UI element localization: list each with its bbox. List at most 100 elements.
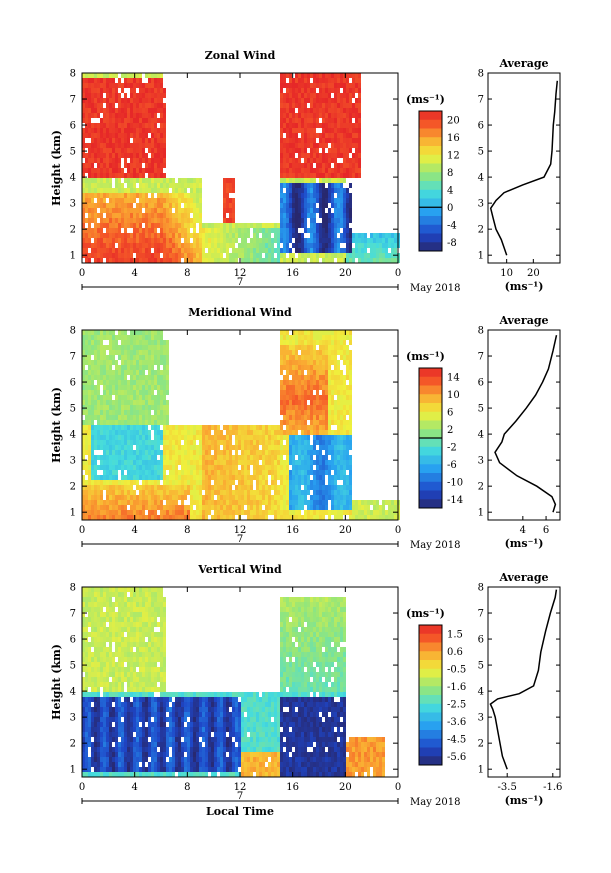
heatmap-cell <box>298 238 301 243</box>
heatmap-cell <box>265 475 268 480</box>
heatmap-cell <box>91 93 94 98</box>
heatmap-cell <box>301 470 304 475</box>
heatmap-cell <box>157 410 160 415</box>
heatmap-cell <box>295 380 298 385</box>
heatmap-cell <box>280 233 283 238</box>
heatmap-cell <box>313 208 316 213</box>
heatmap-cell <box>88 340 91 345</box>
heatmap-cell <box>97 88 100 93</box>
heatmap-cell <box>130 485 133 490</box>
heatmap-cell <box>268 238 271 243</box>
heatmap-cell <box>112 253 115 258</box>
heatmap-cell <box>304 138 307 143</box>
heatmap-cell <box>109 243 112 248</box>
heatmap-cell <box>343 405 346 410</box>
heatmap-cell <box>343 490 346 495</box>
heatmap-cell <box>91 188 94 193</box>
heatmap-cell <box>295 430 298 435</box>
heatmap-cell <box>226 500 229 505</box>
colorbar-segment <box>419 137 442 147</box>
heatmap-cell <box>337 148 340 153</box>
heatmap-cell <box>208 470 211 475</box>
heatmap-cell <box>322 475 325 480</box>
heatmap-cell <box>151 495 154 500</box>
heatmap-cell <box>301 143 304 148</box>
heatmap-cell <box>166 193 169 198</box>
heatmap-cell <box>163 258 166 263</box>
heatmap-cell <box>94 243 97 248</box>
heatmap-cell <box>331 430 334 435</box>
heatmap-cell <box>220 238 223 243</box>
heatmap-cell <box>346 400 349 405</box>
heatmap-cell <box>85 355 88 360</box>
heatmap-cell <box>310 233 313 238</box>
heatmap-cell <box>88 485 91 490</box>
heatmap-cell <box>244 425 247 430</box>
heatmap-cell <box>319 455 322 460</box>
heatmap-cell <box>289 355 292 360</box>
heatmap-cell <box>244 243 247 248</box>
heatmap-cell <box>280 138 283 143</box>
heatmap-cell <box>139 440 142 445</box>
heatmap-cell <box>310 455 313 460</box>
heatmap-cell <box>106 213 109 218</box>
heatmap-cell <box>175 465 178 470</box>
heatmap-cell <box>127 108 130 113</box>
heatmap-cell <box>283 93 286 98</box>
heatmap-cell <box>106 168 109 173</box>
heatmap-cell <box>301 500 304 505</box>
heatmap-cell <box>148 83 151 88</box>
heatmap-cell <box>322 430 325 435</box>
heatmap-cell <box>103 218 106 223</box>
heatmap-cell <box>169 183 172 188</box>
heatmap-cell <box>103 455 106 460</box>
heatmap-cell <box>322 208 325 213</box>
heatmap-cell <box>319 98 322 103</box>
heatmap-cell <box>124 385 127 390</box>
heatmap-cell <box>349 253 352 258</box>
heatmap-cell <box>136 450 139 455</box>
heatmap-cell <box>313 370 316 375</box>
heatmap-cell <box>298 143 301 148</box>
heatmap-cell <box>172 485 175 490</box>
heatmap-cell <box>289 258 292 263</box>
heatmap-cell <box>235 500 238 505</box>
heatmap-cell <box>232 490 235 495</box>
heatmap-cell <box>328 243 331 248</box>
heatmap-cell <box>346 355 349 360</box>
heatmap-cell <box>142 450 145 455</box>
heatmap-cell <box>244 500 247 505</box>
heatmap-cell <box>331 78 334 83</box>
heatmap-cell <box>226 435 229 440</box>
heatmap-cell <box>214 445 217 450</box>
heatmap-cell <box>337 450 340 455</box>
heatmap-cell <box>355 133 358 138</box>
heatmap-cell <box>364 243 367 248</box>
heatmap-cell <box>343 73 346 78</box>
heatmap-cell <box>103 88 106 93</box>
heatmap-cell <box>100 505 103 510</box>
heatmap-cell <box>112 118 115 123</box>
heatmap-cell <box>268 460 271 465</box>
heatmap-cell <box>343 148 346 153</box>
heatmap-cell <box>82 73 85 78</box>
heatmap-cell <box>202 435 205 440</box>
heatmap-cell <box>286 500 289 505</box>
heatmap-cell <box>220 450 223 455</box>
heatmap-cell <box>310 480 313 485</box>
heatmap-cell <box>115 208 118 213</box>
heatmap-cell <box>172 475 175 480</box>
heatmap-cell <box>352 163 355 168</box>
heatmap-cell <box>322 218 325 223</box>
heatmap-cell <box>286 450 289 455</box>
heatmap-cell <box>229 480 232 485</box>
heatmap-cell <box>322 480 325 485</box>
heatmap-cell <box>100 208 103 213</box>
heatmap-cell <box>217 243 220 248</box>
heatmap-cell <box>115 365 118 370</box>
heatmap-cell <box>85 375 88 380</box>
heatmap-cell <box>202 450 205 455</box>
heatmap-cell <box>106 430 109 435</box>
heatmap-cell <box>154 83 157 88</box>
heatmap-cell <box>139 475 142 480</box>
